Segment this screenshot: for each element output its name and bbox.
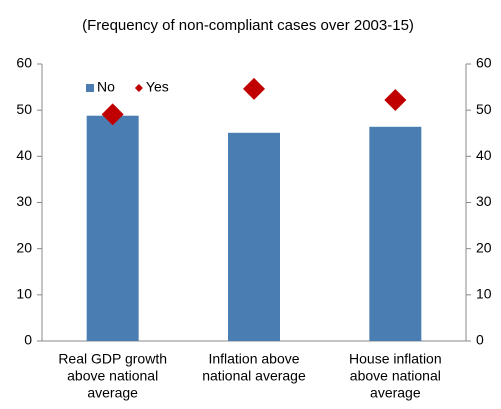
y2-tick-label: 20 (476, 239, 492, 255)
y2-tick-label: 0 (476, 332, 484, 348)
y-tick-label: 10 (16, 286, 32, 302)
bar (86, 115, 139, 341)
x-tick-label: average (87, 385, 138, 401)
y2-tick-label: 30 (476, 193, 492, 209)
marker (101, 103, 124, 126)
x-tick-label: above national (67, 368, 158, 384)
bar (228, 132, 280, 341)
y2-tick-label: 60 (476, 55, 492, 71)
y-tick-label: 60 (16, 55, 32, 71)
y-tick-label: 0 (24, 332, 32, 348)
marker (243, 77, 265, 100)
y2-tick-label: 40 (476, 147, 492, 163)
x-tick-label: above national (350, 368, 441, 384)
legend-swatch (134, 84, 143, 92)
y2-tick-label: 50 (476, 101, 492, 117)
y-tick-label: 50 (16, 101, 32, 117)
y2-tick-label: 10 (476, 286, 492, 302)
legend-swatch (86, 84, 94, 92)
x-tick-label: House inflation (349, 351, 442, 367)
x-tick-label: national average (202, 368, 306, 384)
y-tick-label: 20 (16, 239, 32, 255)
y-tick-label: 30 (16, 193, 32, 209)
chart-title: (Frequency of non-compliant cases over 2… (82, 17, 414, 34)
x-tick-label: average (370, 385, 421, 401)
marker (384, 89, 407, 112)
x-tick-label: Real GDP growth (58, 351, 167, 367)
x-tick-label: Inflation above (208, 351, 299, 367)
legend-label: No (97, 79, 115, 95)
legend-label: Yes (146, 79, 169, 95)
y-tick-label: 40 (16, 147, 32, 163)
bar (369, 126, 422, 341)
